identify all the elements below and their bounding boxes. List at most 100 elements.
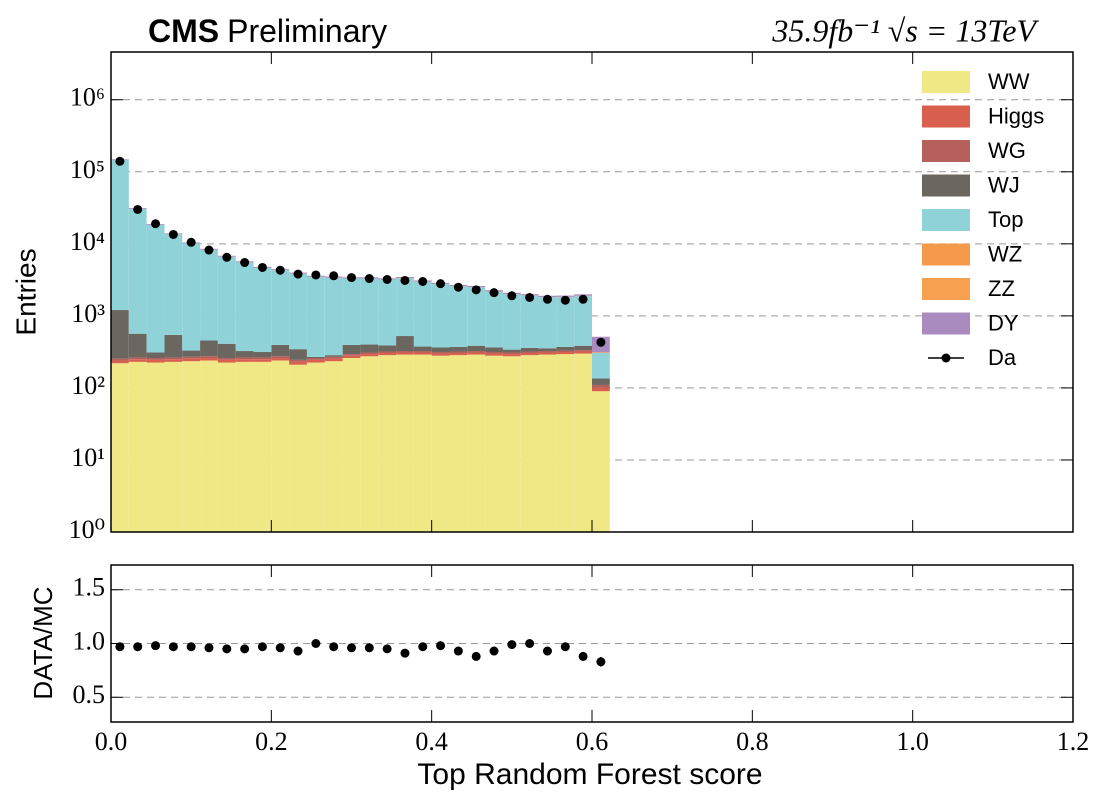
bar-segment: [253, 268, 272, 353]
bar-segment: [520, 347, 539, 352]
bar-segment: [360, 354, 379, 357]
bar-segment: [396, 354, 414, 532]
data-point: [329, 271, 339, 281]
data-point: [525, 639, 535, 648]
data-point: [329, 642, 339, 652]
ratio-y-axis-label: DATA/MC: [28, 586, 58, 699]
y-tick-label: 10⁰: [69, 515, 105, 544]
bar-segment: [235, 351, 254, 358]
bar-segment: [574, 345, 592, 351]
bar-segment: [342, 344, 361, 355]
data-point: [364, 643, 374, 653]
data-point: [453, 646, 463, 656]
bar-segment: [502, 349, 521, 353]
data-point: [257, 262, 267, 272]
bar-segment: [431, 347, 450, 353]
bar-segment: [289, 361, 307, 365]
bar-segment: [289, 364, 307, 532]
data-point: [453, 282, 463, 292]
data-point: [347, 273, 356, 283]
bar-segment: [324, 355, 343, 357]
bar-segment: [378, 351, 397, 354]
data-point: [542, 646, 552, 656]
data-point: [471, 651, 481, 661]
y-tick-label: 10¹: [71, 443, 105, 472]
bar-segment: [128, 357, 147, 360]
x-tick-label: 0.8: [736, 727, 769, 756]
bar-segment: [574, 296, 592, 346]
x-tick-label: 0.0: [95, 727, 128, 756]
bar-segment: [556, 354, 575, 532]
bar-segment: [164, 334, 183, 358]
bar-segment: [538, 352, 557, 355]
bar-segment: [146, 358, 165, 360]
bar-segment: [485, 355, 503, 532]
bar-segment: [360, 356, 379, 532]
data-point: [293, 646, 303, 656]
bar-segment: [556, 350, 575, 353]
data-point: [151, 219, 161, 229]
bar-segment: [271, 344, 290, 357]
data-point: [240, 644, 250, 654]
data-point: [115, 156, 125, 166]
bar-segment: [520, 295, 539, 348]
data-point: [222, 252, 232, 262]
bar-segment: [111, 363, 129, 532]
legend-swatch: [922, 140, 970, 162]
data-point: [257, 642, 267, 652]
bar-segment: [128, 361, 147, 532]
bar-segment: [502, 354, 521, 357]
bar-segment: [324, 356, 343, 359]
bar-segment: [449, 355, 468, 532]
bar-segment: [592, 391, 610, 532]
x-tick-label: 1.0: [896, 727, 929, 756]
data-point: [400, 648, 410, 658]
bar-segment: [217, 256, 236, 344]
bar-segment: [360, 352, 379, 355]
bar-segment: [574, 350, 592, 352]
legend-label: DY: [988, 310, 1019, 335]
bar-segment: [200, 356, 218, 359]
bar-segment: [146, 362, 165, 532]
legend-swatch: [922, 105, 970, 128]
data-point: [311, 270, 321, 280]
bar-segment: [271, 360, 290, 532]
bar-segment: [592, 384, 610, 388]
legend-swatch: [922, 243, 970, 266]
legend-label: Higgs: [988, 103, 1044, 128]
bar-segment: [449, 346, 468, 352]
bar-segment: [289, 359, 307, 362]
x-tick-label: 1.2: [1057, 727, 1090, 756]
data-point: [204, 245, 214, 255]
data-point: [596, 657, 606, 667]
bar-segment: [342, 354, 361, 356]
bar-segment: [128, 333, 147, 358]
bar-segment: [146, 352, 165, 359]
bar-segment: [217, 359, 236, 363]
bar-segment: [289, 273, 307, 350]
bar-segment: [413, 351, 432, 353]
y-tick-label: 1.0: [73, 626, 106, 655]
bar-segment: [111, 358, 129, 361]
bar-segment: [253, 361, 272, 532]
data-point: [186, 642, 196, 652]
bar-segment: [271, 270, 290, 345]
bar-segment: [200, 358, 218, 361]
bar-segment: [324, 358, 343, 362]
data-point: [311, 639, 321, 648]
bar-segment: [467, 354, 486, 532]
data-point: [151, 641, 161, 651]
bar-segment: [164, 357, 183, 360]
bar-segment: [306, 358, 325, 360]
data-point: [489, 646, 499, 656]
bar-segment: [342, 355, 361, 359]
data-point: [293, 269, 303, 279]
plot-frame: [110, 564, 1074, 723]
bar-segment: [235, 361, 254, 532]
y-tick-label: 10⁵: [70, 155, 105, 184]
bar-segment: [164, 234, 183, 335]
bar-segment: [235, 262, 254, 352]
bar-segment: [485, 291, 503, 348]
data-point: [186, 237, 196, 247]
cms-header: CMS Preliminary: [148, 13, 387, 49]
